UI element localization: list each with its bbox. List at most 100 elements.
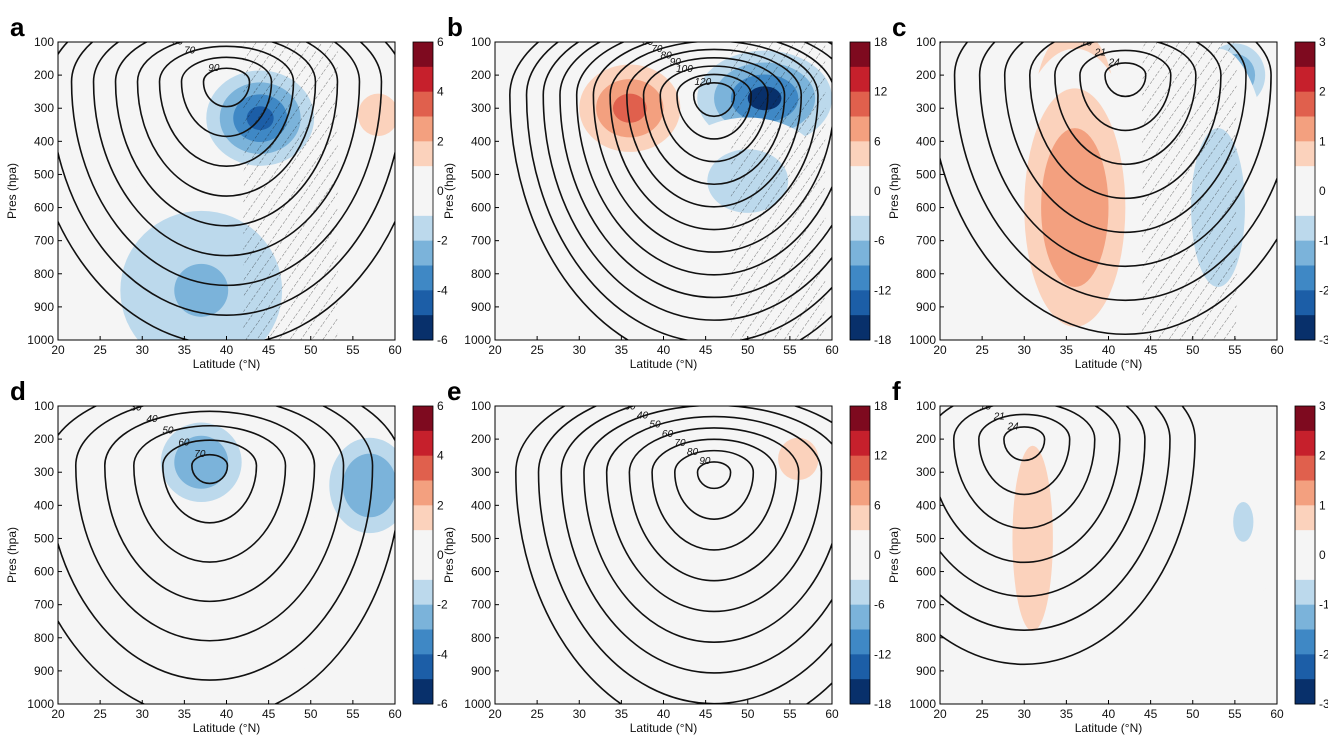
colorbar-tick-label: 18 [874,35,888,49]
x-tick-label: 25 [975,707,989,721]
y-tick-label: 300 [916,101,936,115]
x-axis-label: Latitude (°N) [630,721,698,735]
contour-50 [575,42,832,276]
significance-hatching [730,42,826,340]
y-tick-label: 900 [471,300,491,314]
x-tick-label: 40 [657,707,671,721]
colorbar-swatch [850,530,870,556]
colorbar-tick-label: 0 [1319,184,1326,198]
anomaly-shade [368,104,389,126]
colorbar-swatch [1295,215,1315,242]
y-tick-label: 100 [916,35,936,49]
colorbar-swatch [1295,42,1315,68]
contour-9 [940,406,1171,631]
colorbar-swatch [1295,604,1315,630]
colorbar-swatch [1295,480,1315,506]
colorbar-swatch [850,240,870,266]
colorbar-swatch [413,654,433,680]
colorbar-swatch [850,166,870,192]
y-tick-label: 700 [916,598,936,612]
y-tick-label: 700 [34,598,54,612]
x-axis-label: Latitude (°N) [193,357,261,371]
colorbar-swatch [1295,579,1315,606]
contour-70 [158,45,295,167]
colorbar-tick-label: -18 [874,697,892,711]
contour-label: 20 [604,10,617,21]
y-tick-label: 900 [34,300,54,314]
panel-letter: b [447,12,463,42]
contour-label: 30 [136,10,148,21]
colorbar-swatch [850,265,870,291]
colorbar-swatch [1295,555,1315,581]
x-tick-label: 50 [741,343,755,357]
colorbar-tick-label: 2 [437,498,444,512]
x-tick-label: 60 [1270,343,1284,357]
colorbar-swatch [850,579,870,606]
contour-label: 60 [178,437,190,448]
y-tick-label: 1000 [27,697,54,711]
y-tick-label: 500 [916,531,936,545]
contour-label: 20 [123,1,136,12]
y-tick-label: 800 [34,631,54,645]
x-tick-label: 35 [615,343,629,357]
colorbar: 6 4 2 0 -2 -4 -6 [412,399,448,711]
contour-label: 50 [649,420,661,431]
x-tick-label: 55 [346,343,360,357]
contour-label: 100 [676,64,693,75]
contour-90 [696,461,732,490]
y-tick-label: 200 [34,432,54,446]
colorbar-tick-label: 3 [1319,35,1326,49]
y-tick-label: 900 [916,300,936,314]
contour-label: 80 [687,447,699,458]
colorbar-swatch [850,604,870,630]
contour-label: 60 [662,429,674,440]
contour-18 [952,406,1096,529]
x-axis-label: Latitude (°N) [193,721,261,735]
y-tick-label: 600 [34,565,54,579]
colorbar-tick-label: 2 [437,134,444,148]
colorbar-swatch [850,555,870,581]
y-tick-label: 500 [471,531,491,545]
contour-9 [978,42,1272,267]
x-tick-label: 40 [657,343,671,357]
contour-label: 20 [611,393,624,404]
y-axis-label: Pres (hpa) [442,163,456,219]
y-tick-label: 1000 [464,697,491,711]
contour-80 [673,449,755,520]
y-tick-label: 600 [916,565,936,579]
contour-label: 12 [1053,17,1065,28]
colorbar-tick-label: 3 [1319,399,1326,413]
contour-label: 30 [624,402,636,413]
x-axis-label: Latitude (°N) [1075,357,1143,371]
y-tick-label: 200 [916,432,936,446]
contour-90 [642,57,786,185]
y-tick-label: 500 [34,531,54,545]
colorbar-swatch [1295,166,1315,192]
contour-label: 21 [993,411,1005,422]
colorbar-swatch [1295,141,1315,167]
colorbar-tick-label: -3 [1319,697,1328,711]
colorbar-tick-label: 6 [437,399,444,413]
colorbar-swatch [1295,240,1315,266]
contour-label: 12 [952,381,964,392]
contour-80 [180,56,273,138]
contour-60 [628,427,800,582]
contour-20 [58,406,374,681]
colorbar-tick-label: -18 [874,333,892,347]
colorbar-swatch [413,679,433,705]
contour-label: 9 [941,371,947,382]
anomaly-shade [530,458,544,473]
colorbar-swatch [413,240,433,266]
colorbar-tick-label: 1 [1319,134,1326,148]
colorbar-tick-label: 0 [437,184,444,198]
x-tick-label: 20 [933,707,947,721]
colorbar-tick-label: -6 [437,697,448,711]
contour-label: 21 [1094,47,1106,58]
colorbar-tick-label: 0 [874,548,881,562]
significance-hatching [243,42,338,340]
colorbar-tick-label: 12 [874,85,888,99]
x-tick-label: 30 [573,343,587,357]
contour-70 [191,453,229,485]
